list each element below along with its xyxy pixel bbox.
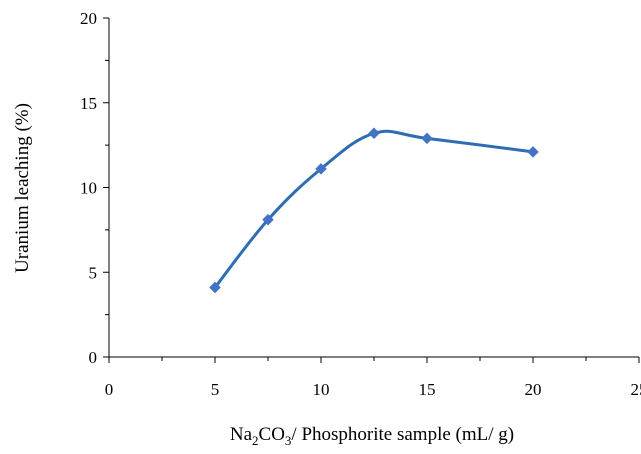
- x-title-prefix: Na: [230, 424, 253, 445]
- axes: [108, 18, 639, 358]
- x-title-suffix: / Phosphorite sample (mL/ g): [291, 424, 514, 445]
- y-tick-label: 0: [89, 348, 98, 367]
- x-title-mid: CO: [259, 424, 285, 445]
- x-tick-label: 0: [105, 380, 114, 399]
- y-tick-label: 10: [80, 179, 97, 198]
- series-line: [213, 129, 535, 290]
- data-point-marker: [527, 146, 539, 158]
- x-title-sub1: 2: [252, 433, 259, 448]
- data-point-marker: [368, 127, 380, 140]
- series-layer: [209, 127, 539, 294]
- data-point-marker: [315, 163, 327, 175]
- x-tick-label: 5: [211, 380, 220, 399]
- x-axis-title: Na2CO3/ Phosphorite sample (mL/ g): [230, 424, 514, 448]
- y-tick-label: 15: [80, 94, 97, 113]
- y-tick-label: 5: [89, 263, 98, 282]
- x-tick-label: 25: [631, 380, 641, 399]
- data-point-marker: [421, 132, 433, 145]
- y-axis-title: Uranium leaching (%): [12, 103, 33, 273]
- x-tick-label: 15: [419, 380, 436, 399]
- x-title-sub2: 3: [285, 433, 292, 448]
- ticks: 0 5 10 15 20 0 5 10 15 20 25: [80, 9, 641, 399]
- y-tick-label: 20: [80, 9, 97, 28]
- data-point-marker: [209, 281, 221, 294]
- data-point-marker: [262, 213, 274, 226]
- x-tick-label: 10: [313, 380, 330, 399]
- x-tick-label: 20: [525, 380, 542, 399]
